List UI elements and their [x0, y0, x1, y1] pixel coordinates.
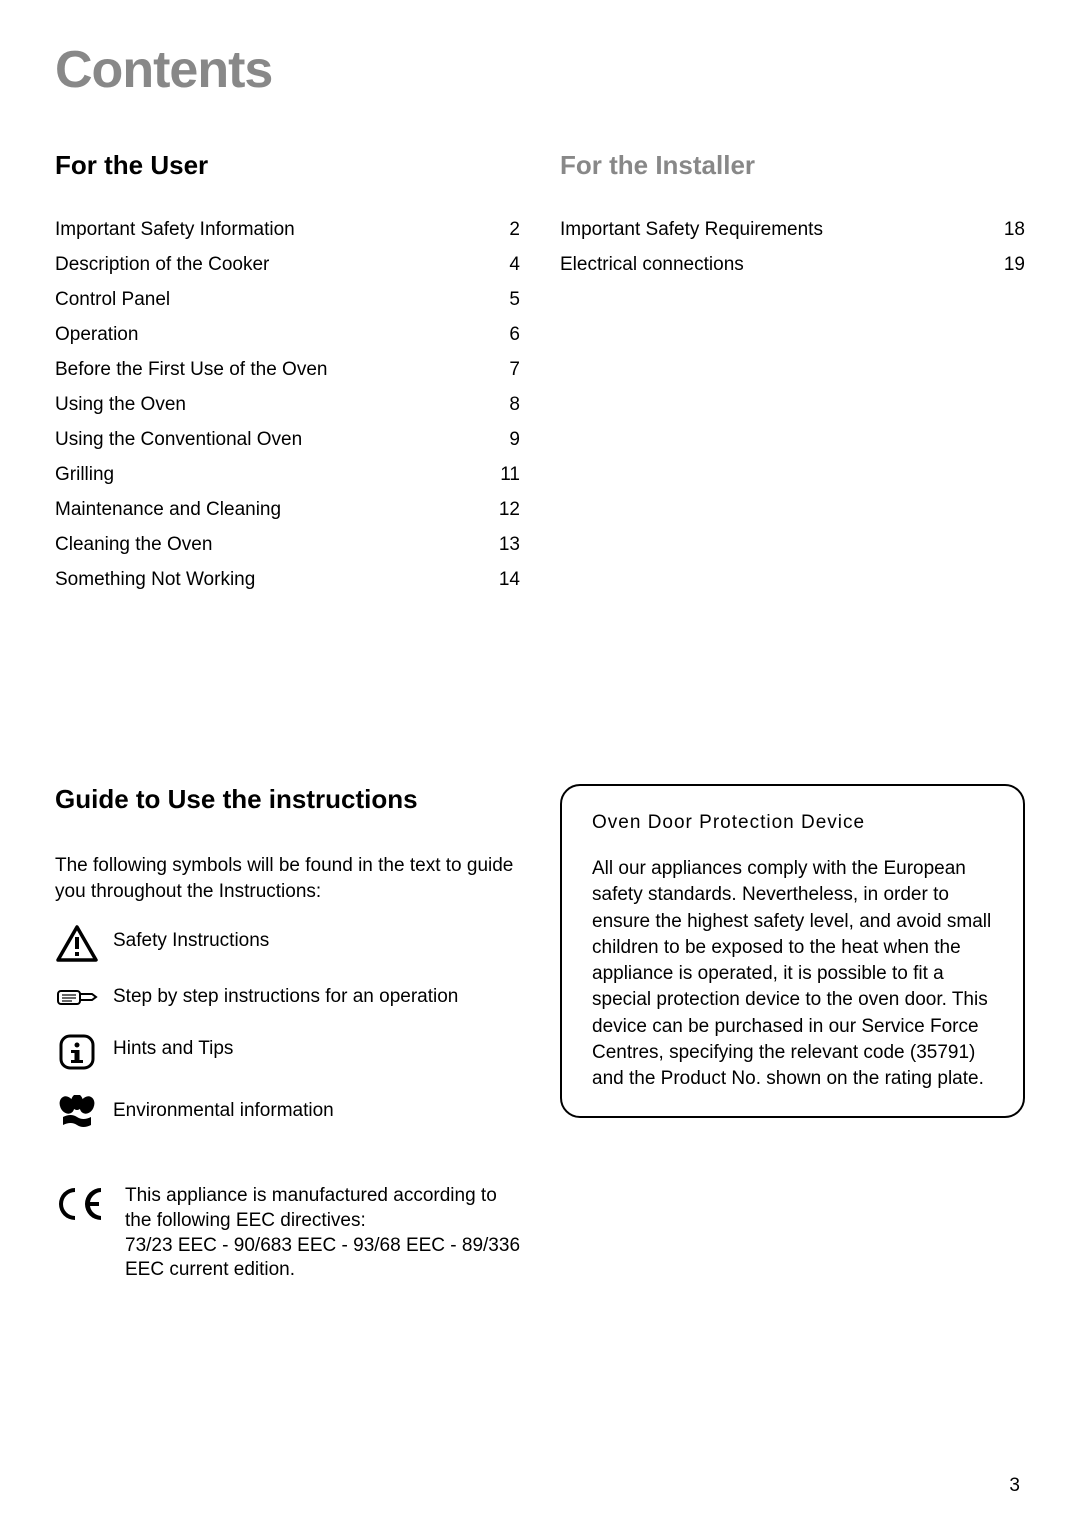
toc-label: Operation — [55, 324, 480, 346]
warning-icon — [55, 922, 99, 966]
toc-label: Maintenance and Cleaning — [55, 499, 480, 521]
page-title: Contents — [55, 40, 1025, 100]
toc-label: Important Safety Information — [55, 219, 480, 241]
user-toc-list: Important Safety Information2Description… — [55, 219, 520, 591]
toc-label: Grilling — [55, 464, 480, 486]
info-box-title: Oven Door Protection Device — [592, 810, 993, 836]
toc-page: 14 — [480, 569, 520, 591]
guide-right-column: Oven Door Protection Device All our appl… — [560, 784, 1025, 1283]
page-number: 3 — [1009, 1475, 1020, 1497]
toc-page: 7 — [480, 359, 520, 381]
hand-icon — [55, 984, 99, 1012]
toc-label: Before the First Use of the Oven — [55, 359, 480, 381]
toc-row: Using the Oven8 — [55, 394, 520, 416]
contents-columns: For the User Important Safety Informatio… — [55, 150, 1025, 604]
guide-section: Guide to Use the instructions The follow… — [55, 784, 1025, 1283]
toc-row: Before the First Use of the Oven7 — [55, 359, 520, 381]
info-box: Oven Door Protection Device All our appl… — [560, 784, 1025, 1118]
symbol-row: Environmental information — [55, 1092, 520, 1136]
symbol-row: Safety Instructions — [55, 922, 520, 966]
toc-label: Important Safety Requirements — [560, 219, 985, 241]
toc-label: Using the Conventional Oven — [55, 429, 480, 451]
toc-label: Electrical connections — [560, 254, 985, 276]
installer-column: For the Installer Important Safety Requi… — [560, 150, 1025, 604]
symbol-list: Safety Instructions Step by step instruct… — [55, 922, 520, 1136]
user-column: For the User Important Safety Informatio… — [55, 150, 520, 604]
symbol-row: Hints and Tips — [55, 1030, 520, 1074]
toc-row: Something Not Working14 — [55, 569, 520, 591]
toc-page: 2 — [480, 219, 520, 241]
toc-label: Using the Oven — [55, 394, 480, 416]
toc-page: 19 — [985, 254, 1025, 276]
toc-row: Control Panel5 — [55, 289, 520, 311]
toc-label: Something Not Working — [55, 569, 480, 591]
installer-heading: For the Installer — [560, 150, 1025, 181]
eco-icon — [55, 1092, 99, 1136]
symbol-text: Step by step instructions for an operati… — [113, 984, 458, 1009]
user-heading: For the User — [55, 150, 520, 181]
toc-page: 9 — [480, 429, 520, 451]
toc-row: Using the Conventional Oven9 — [55, 429, 520, 451]
toc-row: Grilling11 — [55, 464, 520, 486]
toc-page: 12 — [480, 499, 520, 521]
toc-label: Description of the Cooker — [55, 254, 480, 276]
symbol-text: Hints and Tips — [113, 1030, 233, 1061]
guide-left-column: Guide to Use the instructions The follow… — [55, 784, 520, 1283]
toc-page: 13 — [480, 534, 520, 556]
ce-mark-row: This appliance is manufactured according… — [55, 1184, 520, 1283]
installer-toc-list: Important Safety Requirements18Electrica… — [560, 219, 1025, 276]
toc-label: Cleaning the Oven — [55, 534, 480, 556]
toc-page: 8 — [480, 394, 520, 416]
toc-page: 6 — [480, 324, 520, 346]
toc-row: Important Safety Requirements18 — [560, 219, 1025, 241]
symbol-text: Environmental information — [113, 1092, 334, 1123]
guide-heading: Guide to Use the instructions — [55, 784, 520, 815]
toc-page: 5 — [480, 289, 520, 311]
toc-row: Operation6 — [55, 324, 520, 346]
toc-label: Control Panel — [55, 289, 480, 311]
info-icon — [55, 1030, 99, 1074]
toc-page: 11 — [480, 464, 520, 486]
toc-row: Electrical connections19 — [560, 254, 1025, 276]
toc-row: Important Safety Information2 — [55, 219, 520, 241]
symbol-row: Step by step instructions for an operati… — [55, 984, 520, 1012]
guide-intro-text: The following symbols will be found in t… — [55, 853, 520, 904]
ce-mark-icon — [55, 1184, 115, 1224]
symbol-text: Safety Instructions — [113, 922, 269, 953]
ce-mark-text: This appliance is manufactured according… — [125, 1184, 520, 1283]
toc-page: 18 — [985, 219, 1025, 241]
toc-row: Cleaning the Oven13 — [55, 534, 520, 556]
info-box-body: All our appliances comply with the Europ… — [592, 856, 993, 1092]
toc-page: 4 — [480, 254, 520, 276]
toc-row: Description of the Cooker4 — [55, 254, 520, 276]
toc-row: Maintenance and Cleaning12 — [55, 499, 520, 521]
